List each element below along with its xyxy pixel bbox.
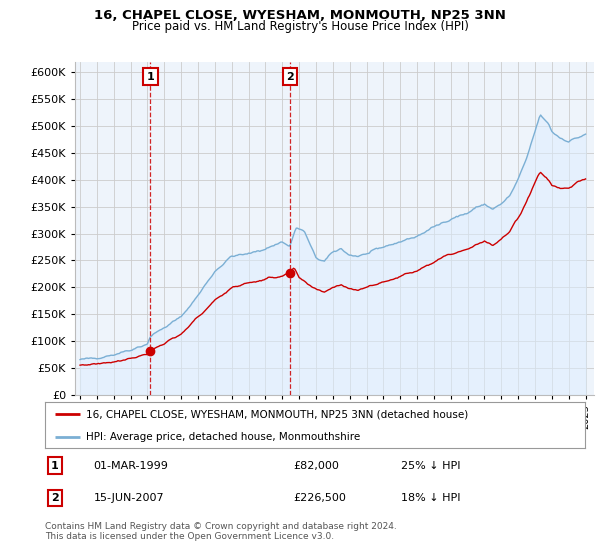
- Text: Contains HM Land Registry data © Crown copyright and database right 2024.
This d: Contains HM Land Registry data © Crown c…: [45, 522, 397, 542]
- Text: Price paid vs. HM Land Registry's House Price Index (HPI): Price paid vs. HM Land Registry's House …: [131, 20, 469, 33]
- Text: 25% ↓ HPI: 25% ↓ HPI: [401, 460, 461, 470]
- Text: 16, CHAPEL CLOSE, WYESHAM, MONMOUTH, NP25 3NN (detached house): 16, CHAPEL CLOSE, WYESHAM, MONMOUTH, NP2…: [86, 409, 468, 419]
- Text: 01-MAR-1999: 01-MAR-1999: [94, 460, 169, 470]
- Text: 2: 2: [51, 493, 59, 503]
- Text: 18% ↓ HPI: 18% ↓ HPI: [401, 493, 461, 503]
- Text: £226,500: £226,500: [293, 493, 346, 503]
- Text: 2: 2: [286, 72, 294, 82]
- Text: 1: 1: [146, 72, 154, 82]
- Text: 1: 1: [51, 460, 59, 470]
- Text: £82,000: £82,000: [293, 460, 339, 470]
- Text: HPI: Average price, detached house, Monmouthshire: HPI: Average price, detached house, Monm…: [86, 432, 360, 441]
- Text: 16, CHAPEL CLOSE, WYESHAM, MONMOUTH, NP25 3NN: 16, CHAPEL CLOSE, WYESHAM, MONMOUTH, NP2…: [94, 9, 506, 22]
- Text: 15-JUN-2007: 15-JUN-2007: [94, 493, 164, 503]
